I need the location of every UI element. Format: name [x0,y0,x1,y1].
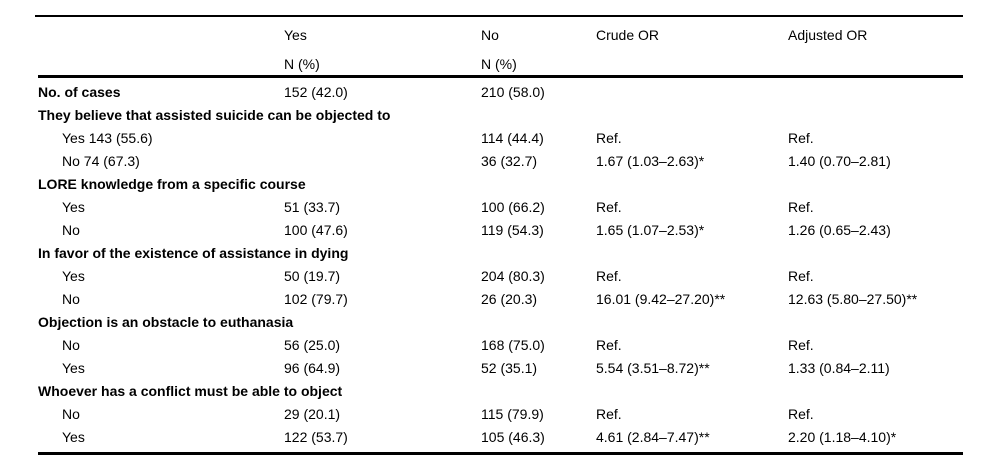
table-row: No 102 (79.7) 26 (20.3) 16.01 (9.42–27.2… [38,288,963,311]
cell-adjusted-or: 1.33 (0.84–2.11) [788,360,890,376]
table-row: Yes 51 (33.7) 100 (66.2) Ref. Ref. [38,196,963,219]
table-row: No 56 (25.0) 168 (75.0) Ref. Ref. [38,334,963,357]
cell-adjusted-or: Ref. [788,199,814,215]
row-label: No [62,406,80,422]
cell-yes: 102 (79.7) [284,291,348,307]
cell-adjusted-or: Ref. [788,406,814,422]
row-label: Yes 143 (55.6) [62,130,153,146]
cell-no: 210 (58.0) [481,84,545,100]
header-sublabel: N (%) [481,56,517,72]
row-label: They believe that assisted suicide can b… [38,107,391,123]
cell-no: 26 (20.3) [481,291,538,307]
row-label: Yes [62,360,85,376]
row-label: LORE knowledge from a specific course [38,176,306,192]
header-col-no: No N (%) [481,21,596,79]
cell-adjusted-or: Ref. [788,130,814,146]
header-col-adjusted-or: Adjusted OR [788,21,963,50]
cell-no: 36 (32.7) [481,153,538,169]
cell-yes: 29 (20.1) [284,406,341,422]
cell-crude-or: 4.61 (2.84–7.47)** [596,429,710,445]
cell-no: 168 (75.0) [481,337,545,353]
cell-yes: 152 (42.0) [284,84,348,100]
cell-adjusted-or: 1.26 (0.65–2.43) [788,222,891,238]
row-label: No [62,337,80,353]
row-label: Whoever has a conflict must be able to o… [38,383,343,399]
header-label: No [481,27,499,43]
header-label: Crude OR [596,27,660,43]
table-row: LORE knowledge from a specific course [38,173,963,196]
row-label: Yes [62,268,85,284]
cell-yes: 51 (33.7) [284,199,341,215]
row-label: In favor of the existence of assistance … [38,245,349,261]
cell-crude-or: 16.01 (9.42–27.20)** [596,291,726,307]
row-label: Objection is an obstacle to euthanasia [38,314,294,330]
table-body: No. of cases 152 (42.0) 210 (58.0) They … [38,75,963,455]
table-row: Yes 143 (55.6) 114 (44.4) Ref. Ref. [38,127,963,150]
cell-yes: 100 (47.6) [284,222,348,238]
cell-no: 119 (54.3) [481,222,544,238]
header-sublabel: N (%) [284,56,320,72]
cell-crude-or: 1.67 (1.03–2.63)* [596,153,705,169]
table-header: Yes N (%) No N (%) Crude OR Adjusted OR [38,17,963,75]
header-label: Yes [284,27,307,43]
cell-yes: 96 (64.9) [284,360,341,376]
table-row: In favor of the existence of assistance … [38,242,963,265]
cell-adjusted-or: 2.20 (1.18–4.10)* [788,429,897,445]
header-col-crude-or: Crude OR [596,21,788,50]
cell-no: 115 (79.9) [481,406,544,422]
cell-no: 204 (80.3) [481,268,545,284]
cell-adjusted-or: 1.40 (0.70–2.81) [788,153,891,169]
header-col-yes: Yes N (%) [284,21,481,79]
row-label: No 74 (67.3) [62,153,140,169]
header-label: Adjusted OR [788,27,868,43]
cell-crude-or: 5.54 (3.51–8.72)** [596,360,710,376]
cell-yes: 50 (19.7) [284,268,341,284]
cell-adjusted-or: Ref. [788,268,814,284]
cell-no: 114 (44.4) [481,130,544,146]
cell-yes: 122 (53.7) [284,429,348,445]
cell-no: 100 (66.2) [481,199,545,215]
row-label: No. of cases [38,84,121,100]
table-row: Yes 122 (53.7) 105 (46.3) 4.61 (2.84–7.4… [38,426,963,449]
cell-crude-or: 1.65 (1.07–2.53)* [596,222,705,238]
odds-ratio-table: Yes N (%) No N (%) Crude OR Adjusted OR … [35,15,963,455]
row-label: No [62,291,80,307]
cell-crude-or: Ref. [596,199,622,215]
table-row: Whoever has a conflict must be able to o… [38,380,963,403]
row-label: No [62,222,80,238]
row-label: Yes [62,429,85,445]
cell-crude-or: Ref. [596,337,622,353]
cell-adjusted-or: 12.63 (5.80–27.50)** [788,291,918,307]
cell-no: 105 (46.3) [481,429,545,445]
row-label: Yes [62,199,85,215]
cell-crude-or: Ref. [596,130,622,146]
table-row: No 29 (20.1) 115 (79.9) Ref. Ref. [38,403,963,426]
cell-crude-or: Ref. [596,406,622,422]
table-row: They believe that assisted suicide can b… [38,104,963,127]
table-row: No 100 (47.6) 119 (54.3) 1.65 (1.07–2.53… [38,219,963,242]
table-row: Objection is an obstacle to euthanasia [38,311,963,334]
cell-crude-or: Ref. [596,268,622,284]
cell-no: 52 (35.1) [481,360,538,376]
table-row: No. of cases 152 (42.0) 210 (58.0) [38,81,963,104]
cell-yes: 56 (25.0) [284,337,341,353]
table-row: No 74 (67.3) 36 (32.7) 1.67 (1.03–2.63)*… [38,150,963,173]
cell-adjusted-or: Ref. [788,337,814,353]
table-row: Yes 50 (19.7) 204 (80.3) Ref. Ref. [38,265,963,288]
table-row: Yes 96 (64.9) 52 (35.1) 5.54 (3.51–8.72)… [38,357,963,380]
